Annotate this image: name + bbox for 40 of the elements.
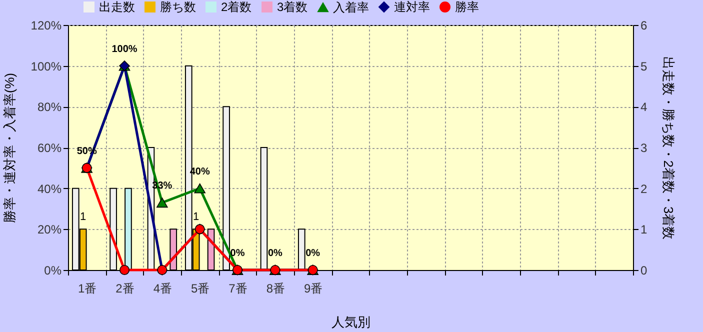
x-tick-label: 2番 <box>116 282 134 296</box>
y-tick-label: 40% <box>37 182 62 196</box>
x-tick-label: 9番 <box>304 282 323 296</box>
point <box>119 265 130 275</box>
x-tick-label: 5番 <box>190 282 210 296</box>
y-tick-label: 100% <box>30 59 62 74</box>
y2-tick-label: 1 <box>640 222 648 237</box>
y2-tick-label: 4 <box>640 100 648 114</box>
y2-tick-label: 2 <box>640 182 648 196</box>
y2-axis-title: 出走数・勝ち数・2着数・3着数 <box>661 56 676 240</box>
x-axis-title: 人気別 <box>332 314 370 330</box>
legend-label: 出走数 <box>99 0 135 14</box>
data-label: 0% <box>268 248 282 259</box>
y2-tick-label: 3 <box>640 141 648 155</box>
data-label: 0% <box>306 248 320 259</box>
y2-tick-label: 6 <box>640 18 648 32</box>
data-label: 100% <box>112 44 138 55</box>
y2-tick-label: 5 <box>640 59 648 74</box>
x-tick-label: 4番 <box>153 282 172 296</box>
data-label: 0% <box>230 248 245 259</box>
legend-label: 勝ち数 <box>160 0 196 14</box>
y-tick-label: 0% <box>44 264 62 278</box>
y-tick-label: 120% <box>30 18 62 32</box>
legend-label: 2着数 <box>221 0 252 14</box>
y-tick-label: 60% <box>37 141 62 155</box>
y-tick-label: 80% <box>37 100 62 114</box>
data-label: 1 <box>80 211 86 224</box>
legend-label: 入着率 <box>333 0 369 14</box>
y-axis-title: 勝率・連対率・入着率(%) <box>2 72 17 224</box>
point <box>194 183 206 194</box>
y2-tick-label: 0 <box>640 264 648 278</box>
legend-label: 勝率 <box>455 0 479 14</box>
x-tick-label: 1番 <box>78 282 97 296</box>
legend-label: 3着数 <box>277 0 308 14</box>
y-tick-label: 20% <box>37 222 62 237</box>
x-tick-label: 7番 <box>228 282 248 296</box>
x-tick-label: 8番 <box>266 282 286 296</box>
legend-label: 連対率 <box>394 0 430 14</box>
data-label: 1 <box>193 211 200 224</box>
point <box>156 198 168 208</box>
